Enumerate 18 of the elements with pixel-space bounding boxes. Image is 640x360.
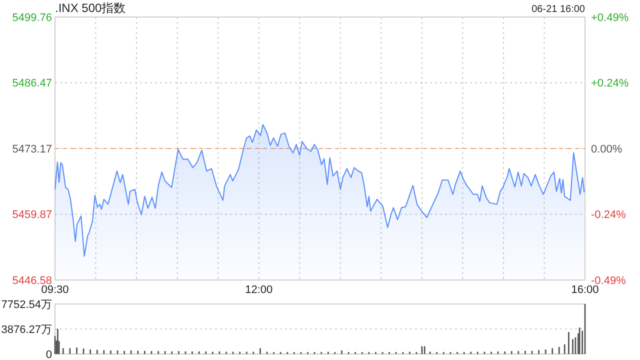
y-tick-label: 7752.54万 [1, 298, 52, 311]
y-tick-label: 0 [46, 348, 52, 360]
y-tick-label: 5459.87 [12, 209, 52, 222]
y-tick-label: 3876.27万 [1, 324, 52, 336]
y2-tick-label: +0.49% [591, 12, 629, 24]
y2-tick-label: 0.00% [591, 143, 622, 156]
y-tick-label: 5486.47 [12, 78, 52, 90]
y2-tick-label: -0.49% [591, 274, 626, 287]
x-tick-label: 16:00 [571, 284, 599, 296]
y-tick-label: 5446.58 [12, 274, 52, 287]
y-tick-label: 5473.17 [12, 143, 52, 156]
x-tick-label: 09:30 [41, 284, 69, 296]
y2-tick-label: +0.24% [591, 78, 629, 90]
y-tick-label: 5499.76 [12, 12, 52, 24]
x-tick-label: 12:00 [245, 284, 273, 296]
chart-subtitle: 06-21 16:00 [532, 4, 586, 15]
chart-title: .INX 500指数 [55, 1, 126, 15]
y2-tick-label: -0.24% [591, 209, 626, 222]
